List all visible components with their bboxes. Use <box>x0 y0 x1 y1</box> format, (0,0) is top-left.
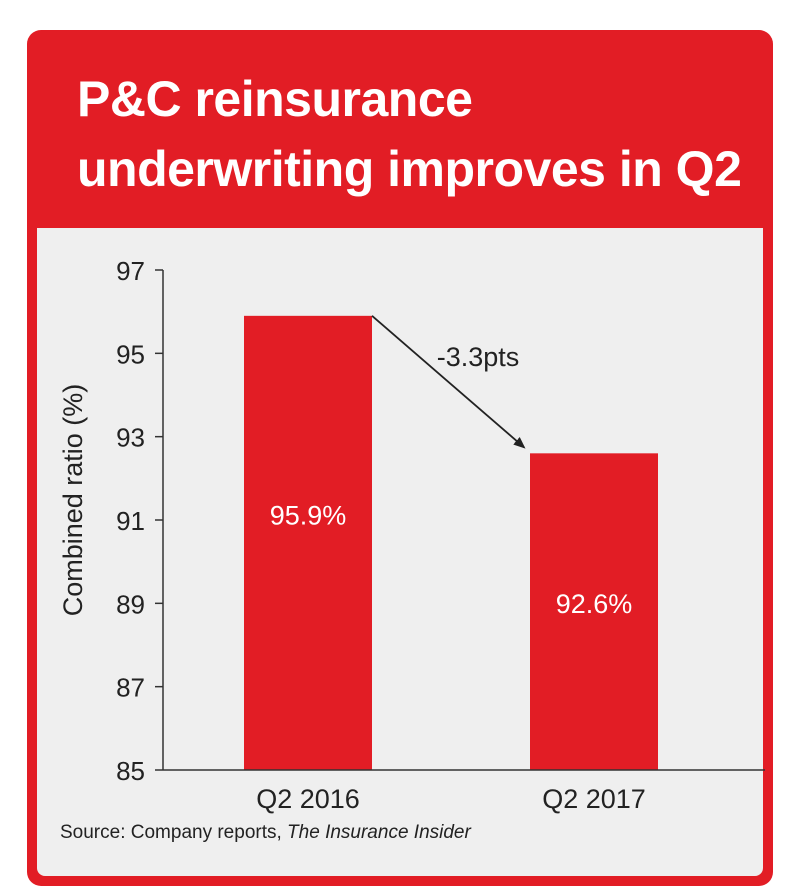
source-note: Source: Company reports, The Insurance I… <box>60 822 471 844</box>
change-annotation: -3.3pts <box>437 342 520 372</box>
y-tick-label: 91 <box>116 506 145 536</box>
x-tick-label: Q2 2017 <box>542 784 646 814</box>
y-tick-label: 89 <box>116 589 145 619</box>
bar-value-label: 92.6% <box>556 589 633 619</box>
bar <box>244 315 372 770</box>
y-tick-label: 85 <box>116 756 145 786</box>
chart-title-line-2: underwriting improves in Q2 <box>77 141 742 197</box>
title-banner: P&C reinsurance underwriting improves in… <box>27 30 773 226</box>
y-tick-label: 87 <box>116 673 145 703</box>
y-tick-label: 97 <box>116 256 145 286</box>
chart-title-line-1: P&C reinsurance <box>77 71 473 127</box>
change-arrow <box>371 315 526 449</box>
source-prefix: Source: Company reports, <box>60 822 288 843</box>
source-publication: The Insurance Insider <box>287 822 471 843</box>
y-tick-label: 93 <box>116 423 145 453</box>
y-axis-label: Combined ratio (%) <box>58 384 88 617</box>
x-tick-label: Q2 2016 <box>256 784 360 814</box>
bar <box>530 453 658 770</box>
bar-value-label: 95.9% <box>270 501 347 531</box>
y-tick-label: 95 <box>116 339 145 369</box>
